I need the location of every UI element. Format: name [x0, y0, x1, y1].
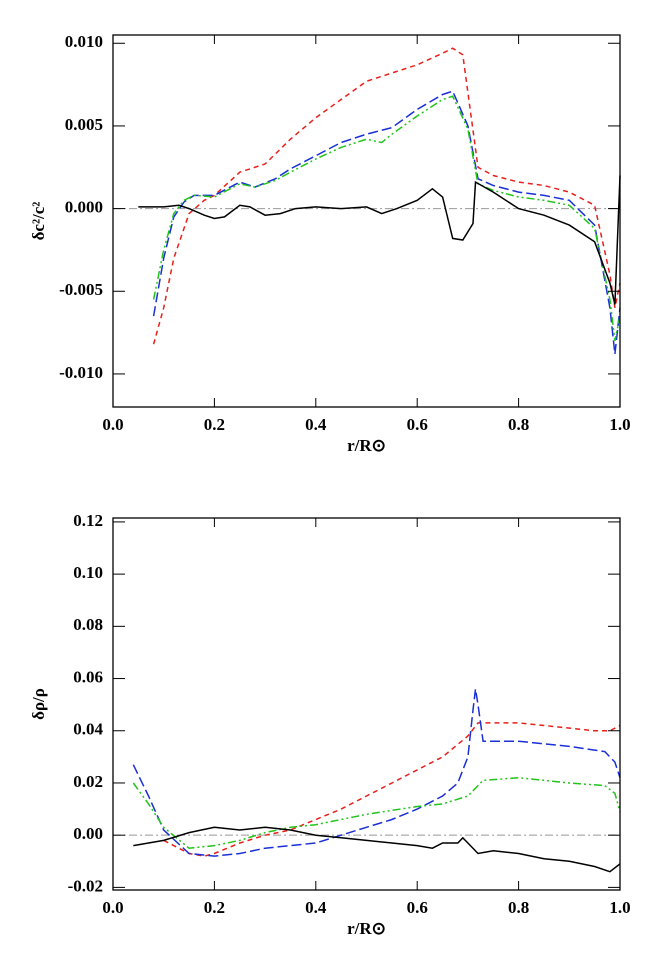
series-line [132, 688, 621, 857]
y-tick-label: 0.00 [73, 824, 103, 843]
y-tick-label: 0.10 [73, 563, 103, 582]
series-line [132, 776, 621, 849]
y-tick-label: -0.02 [68, 876, 103, 895]
y-tick-label: 0.02 [73, 772, 103, 791]
x-tick-label: 0.4 [305, 415, 327, 434]
x-tick-label: 0.0 [102, 415, 123, 434]
series-line [152, 90, 621, 355]
x-axis-label: r/R⊙ [347, 919, 386, 938]
y-tick-label: 0.06 [73, 667, 103, 686]
x-tick-label: 0.8 [508, 415, 529, 434]
y-axis-label: δc²/c² [29, 202, 48, 241]
y-tick-label: 0.08 [73, 615, 103, 634]
plot-frame [112, 34, 621, 408]
y-tick-label: -0.010 [59, 363, 103, 382]
series-line [133, 826, 621, 873]
x-tick-label: 1.0 [609, 415, 630, 434]
plot-frame [112, 517, 621, 891]
series-line [152, 47, 621, 345]
series-line [152, 95, 621, 342]
x-axis-label: r/R⊙ [347, 436, 386, 455]
y-axis-label: δρ/ρ [29, 688, 48, 720]
y-tick-label: 0.12 [73, 511, 103, 530]
y-tick-label: 0.000 [65, 198, 103, 217]
x-tick-label: 0.2 [204, 415, 225, 434]
y-tick-label: 0.005 [65, 115, 103, 134]
x-tick-label: 0.2 [204, 898, 225, 917]
y-tick-label: 0.04 [73, 720, 103, 739]
x-tick-label: 0.0 [102, 898, 123, 917]
x-tick-label: 1.0 [609, 898, 630, 917]
y-tick-label: 0.010 [65, 32, 103, 51]
x-tick-label: 0.6 [407, 898, 428, 917]
series-line [163, 722, 621, 857]
x-tick-label: 0.6 [407, 415, 428, 434]
series-line [138, 175, 621, 305]
y-tick-label: -0.005 [59, 280, 103, 299]
x-tick-label: 0.4 [305, 898, 327, 917]
x-tick-label: 0.8 [508, 898, 529, 917]
